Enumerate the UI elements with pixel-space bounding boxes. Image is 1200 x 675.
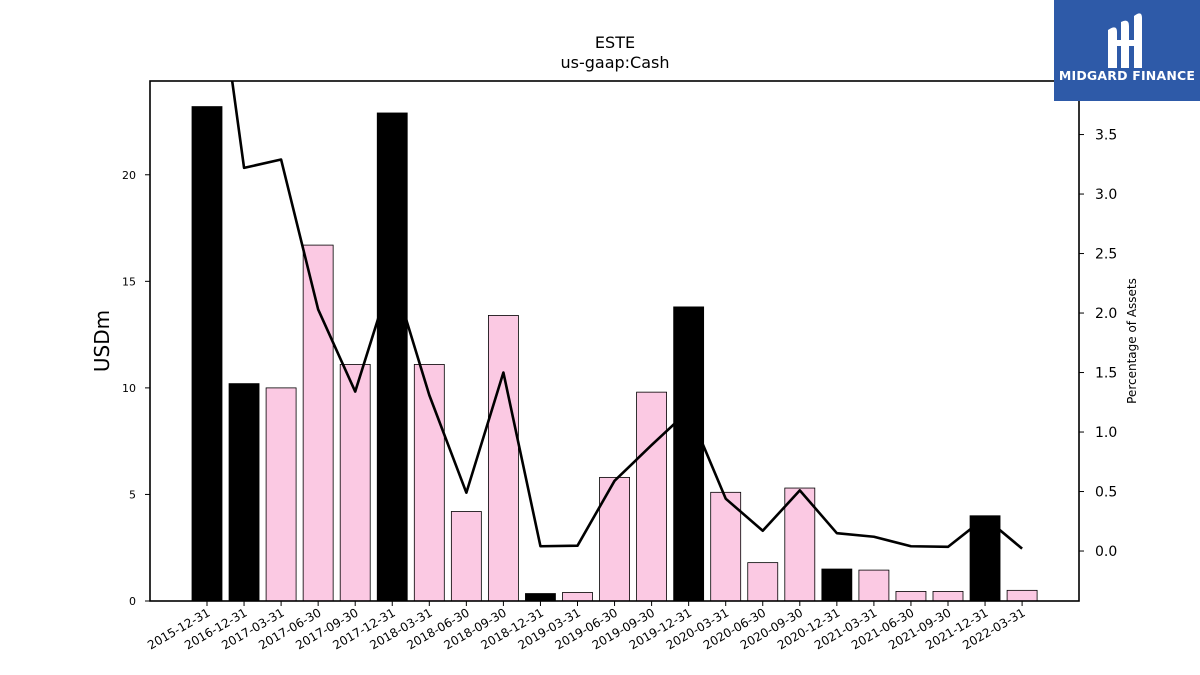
logo-mark-icon: [1108, 13, 1142, 68]
bar-2018-09-30: [487, 315, 519, 601]
bar-2017-09-30: [339, 364, 371, 601]
bar-2017-03-31: [265, 387, 297, 601]
y-right-tick-label: 3.5: [1095, 128, 1117, 144]
bar-2017-12-31: [376, 112, 408, 601]
y-tick-label: 10: [122, 382, 136, 395]
y-tick-label: 15: [122, 275, 136, 288]
chart-title: ESTE: [595, 33, 635, 52]
y-tick-label: 20: [122, 169, 136, 182]
bar-2020-03-31: [710, 491, 742, 601]
bar-2016-12-31: [228, 383, 260, 601]
bar-2020-06-30: [747, 562, 779, 601]
bar-2021-12-31: [969, 515, 1001, 601]
bar-2020-09-30: [784, 487, 816, 601]
percentage-of-assets-line: [230, 81, 1023, 550]
bar-2021-03-31: [858, 569, 890, 601]
y-axis-right-label: Percentage of Assets: [1125, 278, 1139, 404]
bar-2017-06-30: [302, 244, 334, 601]
brand-logo: MIDGARD FINANCE: [1054, 0, 1200, 101]
bar-2021-09-30: [932, 591, 964, 601]
bars-layer: [191, 106, 1038, 601]
y-axis-label: USDm: [90, 310, 114, 372]
y-right-tick-label: 3.0: [1095, 187, 1117, 203]
bar-2018-12-31: [525, 593, 556, 601]
bar-2015-12-31: [191, 106, 223, 601]
y-tick-label: 0: [129, 595, 136, 608]
y-right-tick-label: 2.5: [1095, 247, 1117, 263]
chart-subtitle: us-gaap:Cash: [560, 53, 669, 72]
line-layer: [230, 81, 1023, 550]
bar-2019-03-31: [562, 592, 593, 601]
bar-2021-06-30: [895, 591, 927, 601]
bar-2019-06-30: [599, 476, 630, 601]
bar-2022-03-31: [1006, 589, 1038, 601]
bar-2020-12-31: [821, 568, 853, 601]
y-tick-label: 5: [129, 488, 136, 501]
y-right-tick-label: 1.0: [1095, 425, 1117, 441]
bar-2018-03-31: [413, 364, 445, 601]
logo-text: MIDGARD FINANCE: [1058, 68, 1196, 83]
bar-2019-12-31: [673, 306, 705, 601]
y-right-tick-label: 0.0: [1095, 544, 1117, 560]
bar-2018-06-30: [450, 511, 482, 601]
y-right-tick-label: 1.5: [1095, 366, 1117, 382]
bar-2019-09-30: [636, 391, 667, 601]
y-right-tick-label: 2.0: [1095, 306, 1117, 322]
y-right-tick-label: 0.5: [1095, 485, 1117, 501]
